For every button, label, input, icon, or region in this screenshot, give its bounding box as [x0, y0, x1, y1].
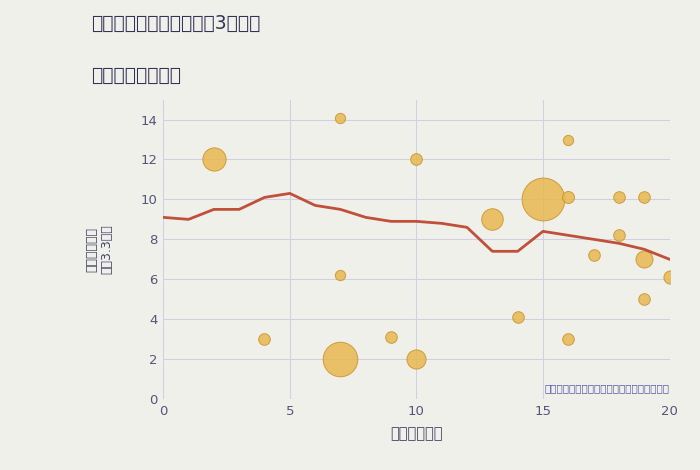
Point: [335, 272, 346, 279]
Point: [664, 274, 676, 281]
Point: [411, 355, 422, 363]
Point: [335, 114, 346, 121]
Point: [209, 156, 220, 163]
Point: [613, 194, 624, 201]
Point: [563, 136, 574, 143]
Text: 円の大きさは、取引のあった物件面積を示す: 円の大きさは、取引のあった物件面積を示す: [545, 383, 670, 393]
X-axis label: 駅距離（分）: 駅距離（分）: [390, 426, 442, 441]
Point: [638, 296, 650, 303]
Point: [638, 194, 650, 201]
Point: [512, 313, 524, 321]
Point: [638, 256, 650, 263]
Point: [386, 333, 397, 341]
Point: [259, 336, 270, 343]
Point: [486, 216, 498, 223]
Point: [335, 355, 346, 363]
Point: [411, 156, 422, 163]
Y-axis label: 単価（万円）
坪（3.3㎡）: 単価（万円） 坪（3.3㎡）: [85, 225, 113, 274]
Text: 三重県名張市桔梗が丘西3番町の: 三重県名張市桔梗が丘西3番町の: [91, 14, 260, 33]
Point: [563, 194, 574, 201]
Point: [538, 196, 549, 203]
Point: [613, 232, 624, 239]
Point: [563, 336, 574, 343]
Text: 駅距離別土地価格: 駅距離別土地価格: [91, 66, 181, 85]
Point: [588, 251, 599, 259]
